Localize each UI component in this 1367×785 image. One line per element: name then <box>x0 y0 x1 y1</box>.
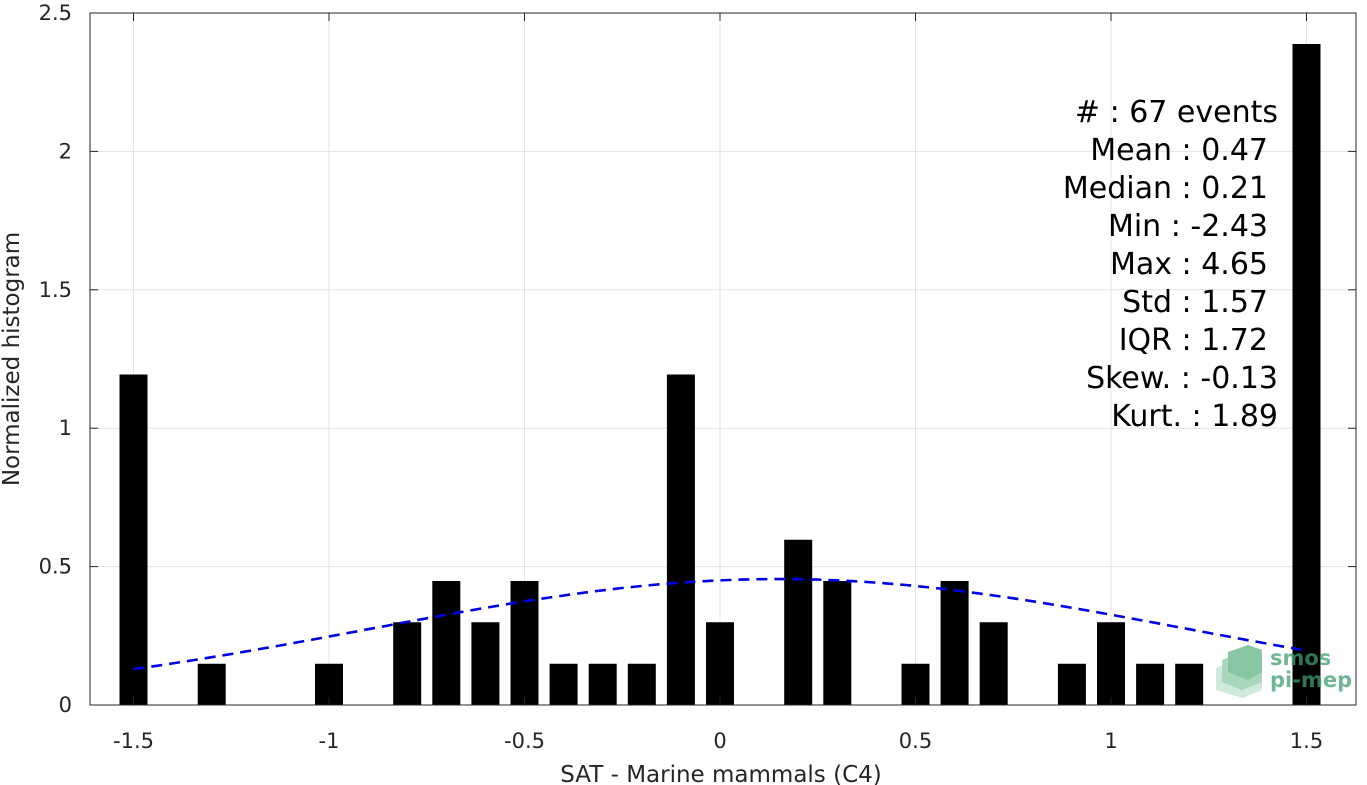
x-tick-label-3: 0 <box>713 729 726 753</box>
histogram-bar-16 <box>979 622 1008 705</box>
histogram-bar-11 <box>706 622 734 705</box>
y-tick-label-4: 2 <box>59 139 72 163</box>
histogram-bar-5 <box>471 622 500 705</box>
x-tick-label-4: 0.5 <box>899 729 932 753</box>
x-tick-label-5: 1 <box>1104 729 1117 753</box>
y-tick-label-1: 0.5 <box>39 555 72 579</box>
histogram-bar-7 <box>549 663 578 705</box>
histogram-bar-4 <box>432 580 461 705</box>
y-tick-label-0: 0 <box>59 693 72 717</box>
histogram-bar-12 <box>784 539 813 705</box>
histogram-bar-20 <box>1175 663 1204 705</box>
y-tick-label-2: 1 <box>59 416 72 440</box>
stat-line-7: Skew. : -0.13 <box>1086 361 1278 396</box>
histogram-bar-8 <box>588 663 617 705</box>
histogram-bar-13 <box>823 580 852 705</box>
bars <box>119 44 1321 706</box>
stat-line-5: Std : 1.57 <box>1122 285 1268 320</box>
histogram-bar-17 <box>1057 663 1086 705</box>
stat-line-3: Min : -2.43 <box>1108 209 1268 244</box>
histogram-bar-3 <box>393 622 422 705</box>
x-axis-ticks: -1.5 -1 -0.5 0 0.5 1 1.5 <box>113 13 1323 753</box>
x-tick-label-0: -1.5 <box>113 729 154 753</box>
logo-icon <box>1216 645 1262 698</box>
histogram-bar-9 <box>627 663 656 705</box>
x-tick-label-1: -1 <box>319 729 340 753</box>
stat-line-1: Mean : 0.47 <box>1090 133 1268 168</box>
stat-line-4: Max : 4.65 <box>1110 247 1268 282</box>
y-tick-label-5: 2.5 <box>39 1 72 25</box>
logo-text-pimep: pi-mep <box>1270 668 1352 692</box>
histogram-bar-1 <box>197 663 226 705</box>
stat-line-6: IQR : 1.72 <box>1119 323 1268 358</box>
y-axis-ticks: 0 0.5 1 1.5 2 2.5 <box>39 1 1356 717</box>
plot-frame <box>89 12 1357 706</box>
histogram-bar-10 <box>666 374 695 705</box>
x-tick-label-6: 1.5 <box>1290 729 1323 753</box>
histogram-bar-0 <box>119 374 148 705</box>
x-axis-label: SAT - Marine mammals (C4) <box>560 762 882 785</box>
histogram-bar-21 <box>1292 44 1321 706</box>
y-axis-label: Normalized histogram <box>0 232 25 486</box>
stat-line-2: Median : 0.21 <box>1063 171 1268 206</box>
y-tick-label-3: 1.5 <box>39 278 72 302</box>
stat-line-0: # : 67 events <box>1075 95 1278 130</box>
normal-fit-curve <box>133 577 1307 671</box>
histogram-bar-15 <box>940 580 969 705</box>
logo-text-smos: smos <box>1270 646 1331 670</box>
x-tick-label-2: -0.5 <box>504 729 545 753</box>
histogram-bar-18 <box>1097 622 1125 705</box>
smos-pimep-logo: smos pi-mep <box>1216 645 1352 698</box>
stat-line-8: Kurt. : 1.89 <box>1111 399 1278 434</box>
histogram-bar-19 <box>1136 663 1165 705</box>
